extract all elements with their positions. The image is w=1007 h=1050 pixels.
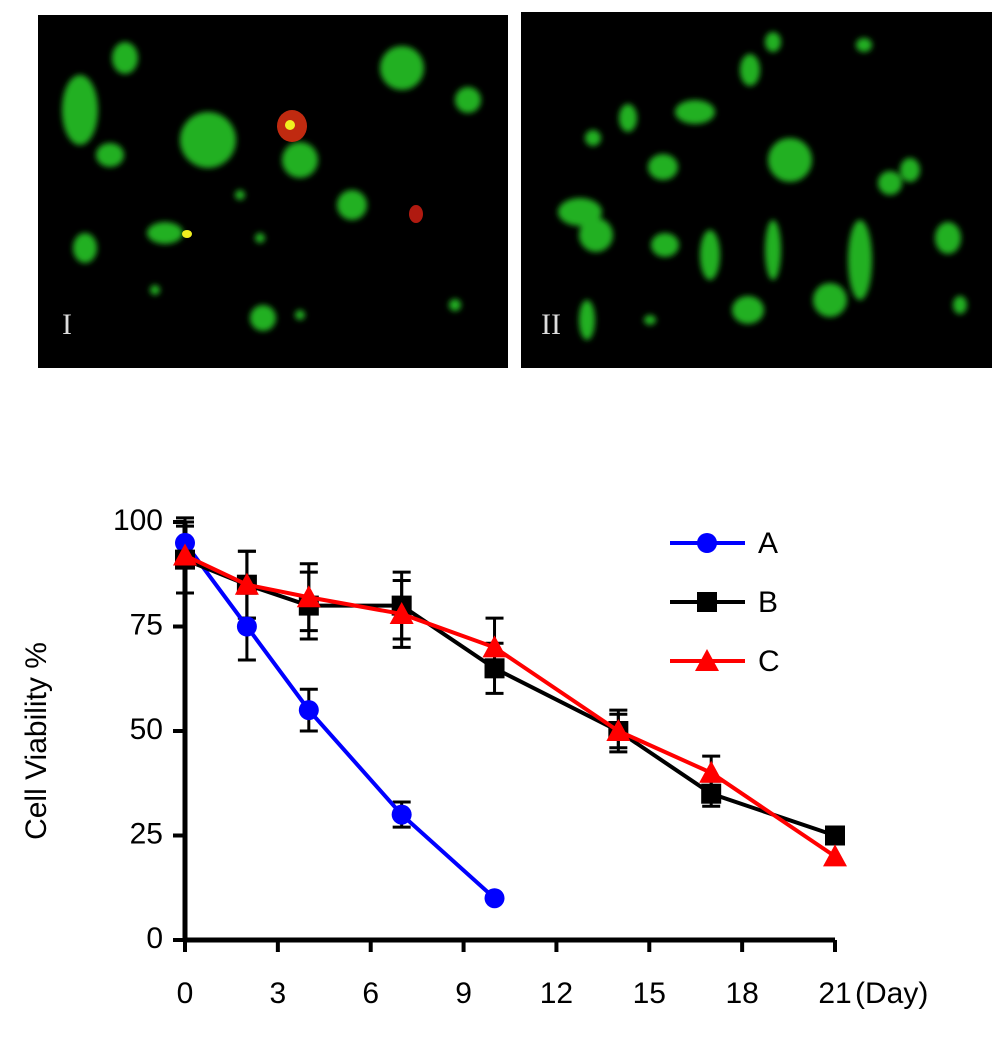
image-background [38, 15, 508, 368]
x-tick-label: 0 [177, 977, 194, 1010]
data-point [234, 572, 259, 595]
series-line [184, 553, 837, 859]
cell-merge [182, 230, 192, 238]
x-tick-label: 3 [270, 977, 287, 1010]
data-point [701, 783, 722, 804]
y-tick-label: 100 [113, 504, 163, 537]
data-point [699, 760, 724, 783]
micrograph-1: I [38, 15, 508, 368]
data-point [391, 804, 412, 825]
cell-dead [409, 205, 423, 223]
legend-label: C [758, 645, 780, 678]
cells [558, 32, 967, 340]
data-point [823, 844, 847, 867]
data-point [389, 601, 414, 624]
y-axis-label: Cell Viability % [20, 642, 53, 840]
data-point [484, 658, 505, 679]
y-tick-label: 0 [146, 922, 163, 955]
series-line [183, 541, 496, 900]
data-point [296, 585, 321, 608]
data-point [175, 532, 195, 553]
data-point [236, 616, 257, 637]
panel-label: II [541, 308, 561, 341]
panel-label: I [62, 308, 72, 341]
chart: 0 25 50 75 100 0 3 6 9 12 15 18 21 (Day) Cell Viabilit… [20, 504, 928, 1010]
x-tick-label: 15 [633, 977, 666, 1010]
x-axis-label: (Day) [855, 977, 928, 1010]
legend-marker [695, 649, 719, 671]
legend-marker [697, 592, 717, 612]
x-tick-label: 9 [455, 977, 472, 1010]
cell-merge [285, 120, 295, 130]
data-point [606, 719, 631, 741]
legend-label: A [758, 527, 778, 560]
x-tick-label: 12 [540, 977, 573, 1010]
y-tick-label: 50 [130, 713, 163, 746]
data-point [298, 700, 319, 721]
data-point [484, 888, 505, 909]
cells [62, 42, 481, 331]
data-point [482, 635, 507, 658]
legend-label: B [758, 586, 778, 619]
data-point [825, 825, 845, 846]
x-tick-label: 21 [818, 977, 851, 1010]
micrograph-2: II [521, 12, 992, 368]
y-tick-label: 25 [130, 817, 163, 850]
legend-marker [697, 533, 717, 553]
y-tick-label: 75 [130, 608, 163, 641]
x-tick-label: 18 [725, 977, 758, 1010]
x-tick-label: 6 [362, 977, 379, 1010]
data-point [173, 543, 197, 566]
